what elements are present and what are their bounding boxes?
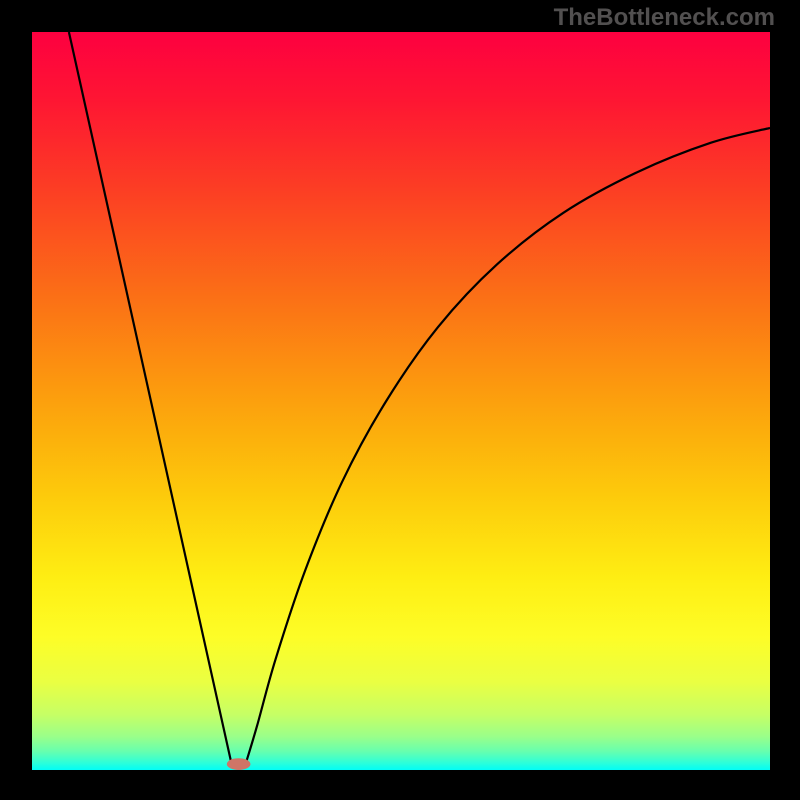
figure-root: TheBottleneck.com xyxy=(0,0,800,800)
plot-area xyxy=(32,32,770,770)
watermark-text: TheBottleneck.com xyxy=(554,4,775,32)
minimum-marker xyxy=(227,758,251,770)
plot-background xyxy=(32,32,770,770)
